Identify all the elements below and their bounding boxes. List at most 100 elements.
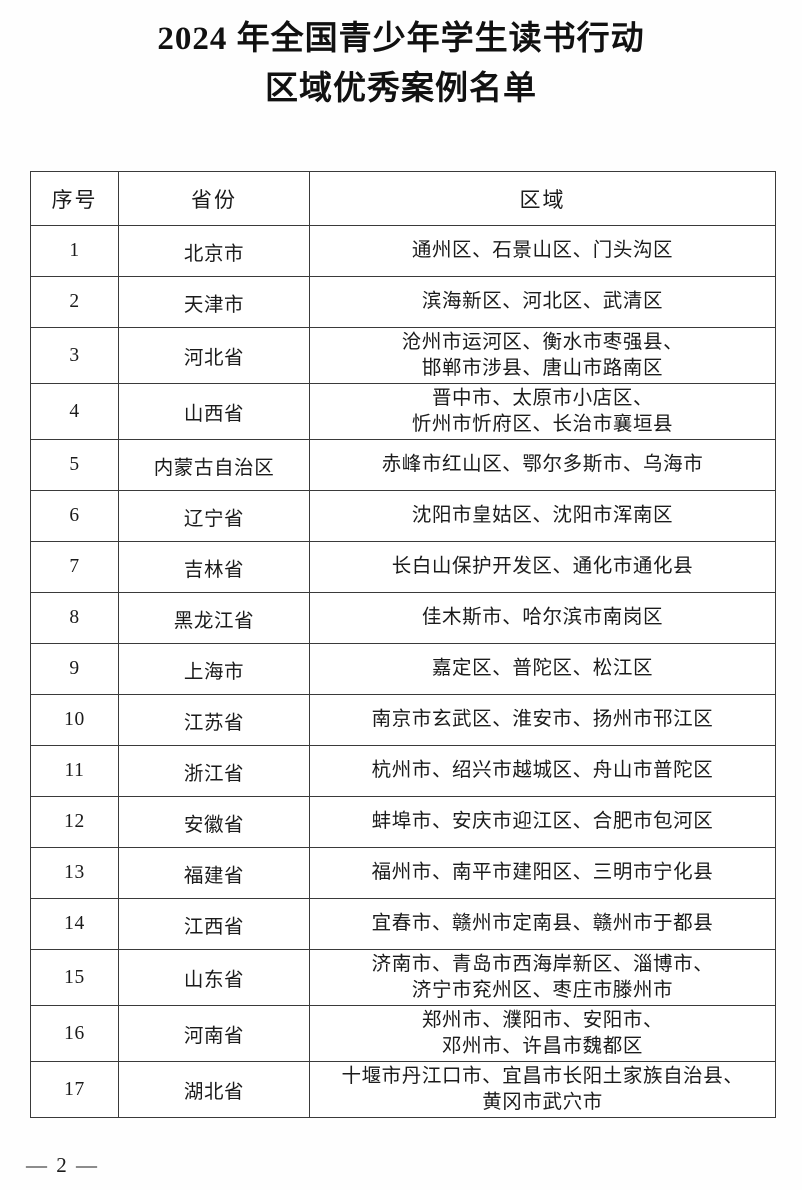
cell-province: 江西省 xyxy=(118,898,310,950)
table-row: 13 福建省 福州市、南平市建阳区、三明市宁化县 xyxy=(30,847,776,899)
cell-province: 安徽省 xyxy=(118,796,310,848)
cell-serial-number: 16 xyxy=(30,1005,119,1062)
cell-region-line: 邯郸市涉县、唐山市路南区 xyxy=(421,357,664,379)
column-header-area: 区域 xyxy=(309,171,776,226)
cell-region-line: 嘉定区、普陀区、松江区 xyxy=(431,658,654,679)
cell-province: 河北省 xyxy=(118,327,310,384)
case-list-table-container: 序号 省份 区域 1 北京市 通州区、石景山区、门头沟区 2 天津市 滨海新区、河北区、武… xyxy=(30,171,776,1118)
cell-region: 通州区、石景山区、门头沟区 xyxy=(309,225,776,277)
cell-region-line: 邓州市、许昌市魏都区 xyxy=(441,1035,643,1057)
table-row: 6 辽宁省 沈阳市皇姑区、沈阳市浑南区 xyxy=(30,490,776,542)
cell-province: 黑龙江省 xyxy=(118,592,310,644)
cell-region: 赤峰市红山区、鄂尔多斯市、乌海市 xyxy=(309,439,776,491)
cell-region-line: 蚌埠市、安庆市迎江区、合肥市包河区 xyxy=(371,811,714,832)
cell-serial-number: 9 xyxy=(30,643,119,695)
case-list-table: 序号 省份 区域 1 北京市 通州区、石景山区、门头沟区 2 天津市 滨海新区、河北区、武… xyxy=(30,171,776,1118)
table-row: 9 上海市 嘉定区、普陀区、松江区 xyxy=(30,643,776,695)
cell-serial-number: 15 xyxy=(30,949,119,1006)
cell-region: 沈阳市皇姑区、沈阳市浑南区 xyxy=(309,490,776,542)
cell-region: 蚌埠市、安庆市迎江区、合肥市包河区 xyxy=(309,796,776,848)
table-row: 8 黑龙江省 佳木斯市、哈尔滨市南岗区 xyxy=(30,592,776,644)
cell-region: 宜春市、赣州市定南县、赣州市于都县 xyxy=(309,898,776,950)
table-body: 1 北京市 通州区、石景山区、门头沟区 2 天津市 滨海新区、河北区、武清区 3 河北省 沧州市… xyxy=(30,225,776,1118)
cell-serial-number: 17 xyxy=(30,1061,119,1118)
cell-serial-number: 6 xyxy=(30,490,119,542)
table-row: 14 江西省 宜春市、赣州市定南县、赣州市于都县 xyxy=(30,898,776,950)
cell-region-line: 沧州市运河区、衡水市枣强县、 xyxy=(401,331,684,353)
cell-serial-number: 11 xyxy=(30,745,119,797)
cell-serial-number: 12 xyxy=(30,796,119,848)
cell-province: 辽宁省 xyxy=(118,490,310,542)
cell-region-line: 杭州市、绍兴市越城区、舟山市普陀区 xyxy=(371,760,714,781)
table-header: 序号 省份 区域 xyxy=(30,171,776,226)
table-row: 15 山东省 济南市、青岛市西海岸新区、淄博市、 济宁市兖州区、枣庄市滕州市 xyxy=(30,949,776,1006)
cell-region: 十堰市丹江口市、宜昌市长阳土家族自治县、 黄冈市武穴市 xyxy=(309,1061,776,1118)
cell-province: 河南省 xyxy=(118,1005,310,1062)
cell-region: 晋中市、太原市小店区、 忻州市忻府区、长治市襄垣县 xyxy=(309,383,776,440)
page-title: 2024 年全国青少年学生读书行动 区域优秀案例名单 xyxy=(0,14,802,114)
page-title-line-1: 2024 年全国青少年学生读书行动 xyxy=(157,21,645,57)
column-header-no: 序号 xyxy=(30,171,119,226)
table-row: 3 河北省 沧州市运河区、衡水市枣强县、 邯郸市涉县、唐山市路南区 xyxy=(30,327,776,384)
cell-province: 湖北省 xyxy=(118,1061,310,1118)
cell-region-line: 通州区、石景山区、门头沟区 xyxy=(411,240,674,261)
cell-serial-number: 8 xyxy=(30,592,119,644)
cell-province: 山东省 xyxy=(118,949,310,1006)
cell-serial-number: 2 xyxy=(30,276,119,328)
cell-serial-number: 1 xyxy=(30,225,119,277)
table-row: 4 山西省 晋中市、太原市小店区、 忻州市忻府区、长治市襄垣县 xyxy=(30,383,776,440)
cell-province: 内蒙古自治区 xyxy=(118,439,310,491)
cell-region-line: 赤峰市红山区、鄂尔多斯市、乌海市 xyxy=(381,454,704,475)
cell-province: 天津市 xyxy=(118,276,310,328)
column-header-prov: 省份 xyxy=(118,171,310,226)
cell-region-line: 福州市、南平市建阳区、三明市宁化县 xyxy=(371,862,714,883)
page-title-line-2: 区域优秀案例名单 xyxy=(265,71,537,107)
cell-region: 长白山保护开发区、通化市通化县 xyxy=(309,541,776,593)
cell-region-line: 忻州市忻府区、长治市襄垣县 xyxy=(411,413,674,435)
table-row: 10 江苏省 南京市玄武区、淮安市、扬州市邗江区 xyxy=(30,694,776,746)
cell-serial-number: 14 xyxy=(30,898,119,950)
cell-region-line: 滨海新区、河北区、武清区 xyxy=(421,291,664,312)
cell-region-line: 郑州市、濮阳市、安阳市、 xyxy=(421,1009,664,1031)
cell-region-line: 十堰市丹江口市、宜昌市长阳土家族自治县、 xyxy=(341,1065,744,1087)
table-row: 7 吉林省 长白山保护开发区、通化市通化县 xyxy=(30,541,776,593)
table-row: 11 浙江省 杭州市、绍兴市越城区、舟山市普陀区 xyxy=(30,745,776,797)
table-row: 1 北京市 通州区、石景山区、门头沟区 xyxy=(30,225,776,277)
cell-region: 南京市玄武区、淮安市、扬州市邗江区 xyxy=(309,694,776,746)
cell-province: 北京市 xyxy=(118,225,310,277)
cell-serial-number: 13 xyxy=(30,847,119,899)
cell-serial-number: 7 xyxy=(30,541,119,593)
cell-region: 济南市、青岛市西海岸新区、淄博市、 济宁市兖州区、枣庄市滕州市 xyxy=(309,949,776,1006)
cell-serial-number: 10 xyxy=(30,694,119,746)
table-row: 2 天津市 滨海新区、河北区、武清区 xyxy=(30,276,776,328)
cell-province: 浙江省 xyxy=(118,745,310,797)
cell-region: 沧州市运河区、衡水市枣强县、 邯郸市涉县、唐山市路南区 xyxy=(309,327,776,384)
table-row: 17 湖北省 十堰市丹江口市、宜昌市长阳土家族自治县、 黄冈市武穴市 xyxy=(30,1061,776,1118)
cell-region: 滨海新区、河北区、武清区 xyxy=(309,276,776,328)
table-row: 16 河南省 郑州市、濮阳市、安阳市、 邓州市、许昌市魏都区 xyxy=(30,1005,776,1062)
cell-region-line: 晋中市、太原市小店区、 xyxy=(431,387,654,409)
cell-region: 福州市、南平市建阳区、三明市宁化县 xyxy=(309,847,776,899)
cell-region-line: 黄冈市武穴市 xyxy=(482,1091,603,1113)
cell-serial-number: 5 xyxy=(30,439,119,491)
cell-region-line: 济南市、青岛市西海岸新区、淄博市、 xyxy=(371,953,714,975)
cell-province: 福建省 xyxy=(118,847,310,899)
cell-region: 郑州市、濮阳市、安阳市、 邓州市、许昌市魏都区 xyxy=(309,1005,776,1062)
cell-region: 佳木斯市、哈尔滨市南岗区 xyxy=(309,592,776,644)
table-row: 5 内蒙古自治区 赤峰市红山区、鄂尔多斯市、乌海市 xyxy=(30,439,776,491)
cell-province: 吉林省 xyxy=(118,541,310,593)
cell-region-line: 济宁市兖州区、枣庄市滕州市 xyxy=(411,979,674,1001)
cell-province: 上海市 xyxy=(118,643,310,695)
cell-serial-number: 4 xyxy=(30,383,119,440)
cell-region-line: 宜春市、赣州市定南县、赣州市于都县 xyxy=(371,913,714,934)
cell-province: 山西省 xyxy=(118,383,310,440)
table-header-row: 序号 省份 区域 xyxy=(30,171,776,226)
cell-province: 江苏省 xyxy=(118,694,310,746)
cell-serial-number: 3 xyxy=(30,327,119,384)
table-row: 12 安徽省 蚌埠市、安庆市迎江区、合肥市包河区 xyxy=(30,796,776,848)
cell-region-line: 南京市玄武区、淮安市、扬州市邗江区 xyxy=(371,709,714,730)
cell-region-line: 沈阳市皇姑区、沈阳市浑南区 xyxy=(411,505,674,526)
page-number-footer: — 2 — xyxy=(26,1153,99,1177)
cell-region: 嘉定区、普陀区、松江区 xyxy=(309,643,776,695)
